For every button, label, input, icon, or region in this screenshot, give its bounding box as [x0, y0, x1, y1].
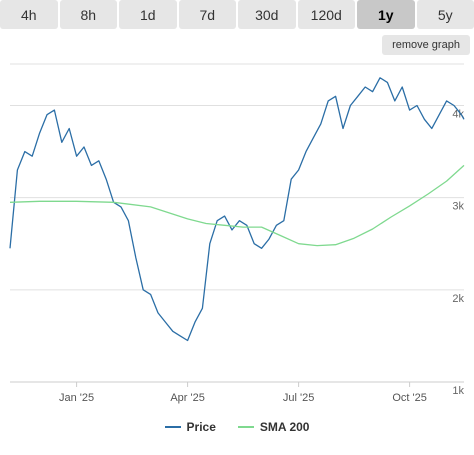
x-tick-label: Jan '25: [59, 392, 94, 404]
tab-30d[interactable]: 30d: [238, 0, 296, 29]
remove-graph-button[interactable]: remove graph: [382, 35, 470, 55]
price-chart: 1k 2k 3k 4k Jan '25 Apr '25 Jul '25 Oct '25: [9, 63, 465, 404]
y-tick-label: 4k: [452, 108, 464, 120]
legend-item-sma[interactable]: SMA 200: [237, 420, 310, 434]
sma-200-line: [9, 164, 465, 247]
tab-1d[interactable]: 1d: [119, 0, 177, 29]
x-tick-label: Jul '25: [283, 392, 314, 404]
price-line: [9, 77, 465, 342]
legend-swatch-price: [164, 426, 181, 428]
tab-120d[interactable]: 120d: [297, 0, 355, 29]
tab-7d[interactable]: 7d: [178, 0, 236, 29]
x-tick-label: Oct '25: [392, 392, 427, 404]
tab-8h[interactable]: 8h: [59, 0, 117, 29]
timeframe-tabs: 4h 8h 1d 7d 30d 120d 1y 5y: [0, 0, 474, 29]
x-tick-label: Apr '25: [170, 392, 205, 404]
legend-label-sma: SMA 200: [259, 420, 310, 434]
y-tick-label: 1k: [452, 385, 464, 397]
legend-item-price[interactable]: Price: [164, 420, 216, 434]
legend-label-price: Price: [186, 420, 216, 434]
chart-legend: Price SMA 200: [0, 420, 474, 434]
y-tick-label: 3k: [452, 201, 464, 213]
y-tick-label: 2k: [452, 293, 464, 305]
tab-4h[interactable]: 4h: [0, 0, 58, 29]
tab-1y[interactable]: 1y: [357, 0, 415, 29]
legend-swatch-sma: [237, 426, 254, 428]
tab-5y[interactable]: 5y: [416, 0, 474, 29]
